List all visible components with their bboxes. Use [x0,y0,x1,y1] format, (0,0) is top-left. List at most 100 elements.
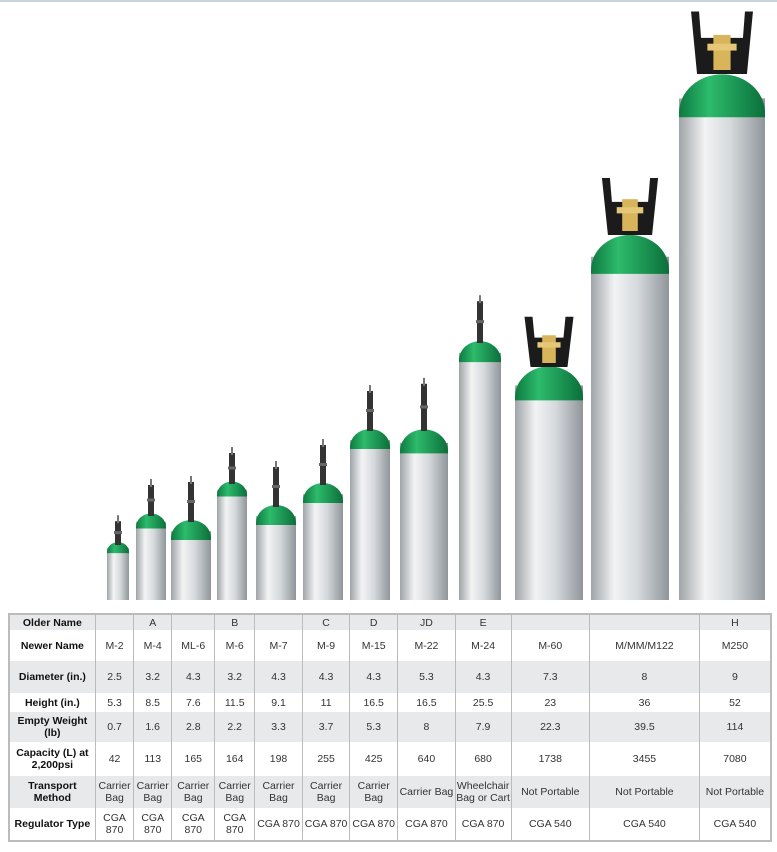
cylinder-body [171,531,211,600]
table-cell: 3455 [589,742,700,776]
table-cell: 9.1 [253,693,304,712]
table-cell: M/MM/M122 [589,630,700,661]
valve-ring [476,320,484,324]
table-cell [253,614,304,630]
cylinder-body [679,98,765,600]
cylinder-body [107,548,129,600]
table-cell: CGA 870 [302,808,351,841]
row-label: Empty Weight (lb) [8,712,96,742]
table-cell: 0.7 [94,712,135,742]
table-row: Transport Method Carrier Bag Carrier Bag Ca… [8,776,772,808]
table-cell: CGA 870 [253,808,304,841]
table-row: Capacity (L) at 2,200psi 42 113 165 164 198 25… [8,742,772,776]
table-cell: 640 [397,742,456,776]
oxygen-cylinder-m-4 [136,479,166,600]
table-cell: 8 [397,712,456,742]
table-cell: 9 [698,661,772,693]
cylinder-body [217,489,247,600]
table-cell: Carrier Bag [94,776,135,808]
row-label: Newer Name [8,630,96,661]
cylinder-body [459,352,501,600]
table-cell: 425 [349,742,399,776]
table-cell: 4.3 [454,661,512,693]
valve-stem [117,515,119,524]
oxygen-cylinder-m-mm-m122 [591,177,669,600]
cylinder-spec-table: Older Name A B C D JD E H Newer Name M-2 M-4 ML-6 M-… [8,613,772,842]
cylinder-cap [107,542,129,554]
table-cell: 5.3 [397,661,456,693]
table-cell: M-9 [302,630,351,661]
table-cell: 5.3 [349,712,399,742]
table-cell: 7.9 [454,712,512,742]
table-cell: CGA 870 [133,808,173,841]
table-cell: CGA 540 [589,808,700,841]
table-cell: CGA 870 [349,808,399,841]
oxygen-cylinder-ml-6 [171,476,211,600]
table-cell: Carrier Bag [133,776,173,808]
table-cell: M-4 [133,630,173,661]
brass-valve [713,34,731,70]
table-cell: 25.5 [454,693,512,712]
brass-valve-handle [707,43,737,51]
table-cell: 255 [302,742,351,776]
row-label: Diameter (in.) [8,661,96,693]
table-cell: 5.3 [94,693,135,712]
valve-ring [272,485,280,488]
valve-ring [114,531,122,535]
row-label: Height (in.) [8,693,96,712]
table-cell [171,614,216,630]
table-cell: 7.3 [510,661,591,693]
table-cell: M-6 [214,630,255,661]
oxygen-cylinder-m-6 [217,447,247,600]
valve-stem [150,479,152,487]
brass-valve-handle [537,342,561,348]
cylinder-cap [217,481,247,497]
table-row: Empty Weight (lb) 0.7 1.6 2.8 2.2 3.3 3.7 5.3 8 7… [8,712,772,742]
table-cell: 4.3 [253,661,304,693]
table-cell: 1738 [510,742,591,776]
oxygen-cylinder-m-2 [107,515,129,600]
valve-ring [319,463,327,466]
table-cell: CGA 540 [698,808,772,841]
cylinder-body [256,516,296,600]
cylinder-cap [350,429,390,449]
table-cell: Carrier Bag [349,776,399,808]
table-cell: CGA 870 [171,808,216,841]
table-cell: 2.8 [171,712,216,742]
row-label: Regulator Type [8,808,96,841]
table-cell: Not Portable [589,776,700,808]
oxygen-cylinder-m-60 [515,316,583,600]
table-cell: 16.5 [397,693,456,712]
table-cell: CGA 870 [397,808,456,841]
table-cell: C [302,614,351,630]
table-cell: 164 [214,742,255,776]
cylinder-cap [400,429,448,454]
table-cell: 8 [589,661,700,693]
valve-ring [187,500,195,503]
oxygen-cylinder-m-9 [303,439,343,600]
table-cell: 114 [698,712,772,742]
table-cell: 7.6 [171,693,216,712]
table-cell: 680 [454,742,512,776]
table-row: Older Name A B C D JD E H [8,614,772,630]
table-row: Newer Name M-2 M-4 ML-6 M-6 M-7 M-9 M-15 M-22 M-2… [8,630,772,661]
table-row: Diameter (in.) 2.5 3.2 4.3 3.2 4.3 4.3 4.3 5.3 4.… [8,661,772,693]
valve-stem [479,295,481,304]
table-row: Regulator Type CGA 870 CGA 870 CGA 870 CGA 8… [8,808,772,841]
table-cell: E [454,614,512,630]
cylinder-cap [136,513,166,529]
table-cell: 39.5 [589,712,700,742]
cylinder-body [591,256,669,600]
table-cell: M-22 [397,630,456,661]
row-label: Capacity (L) at 2,200psi [8,742,96,776]
table-cell: M-7 [253,630,304,661]
table-cell: ML-6 [171,630,216,661]
table-cell [510,614,591,630]
table-cell: Not Portable [510,776,591,808]
row-label: Transport Method [8,776,96,808]
valve-stem [369,385,371,393]
top-border [0,0,777,2]
valve-ring [420,405,428,409]
brass-valve-handle [616,207,644,214]
cylinder-body [303,494,343,600]
